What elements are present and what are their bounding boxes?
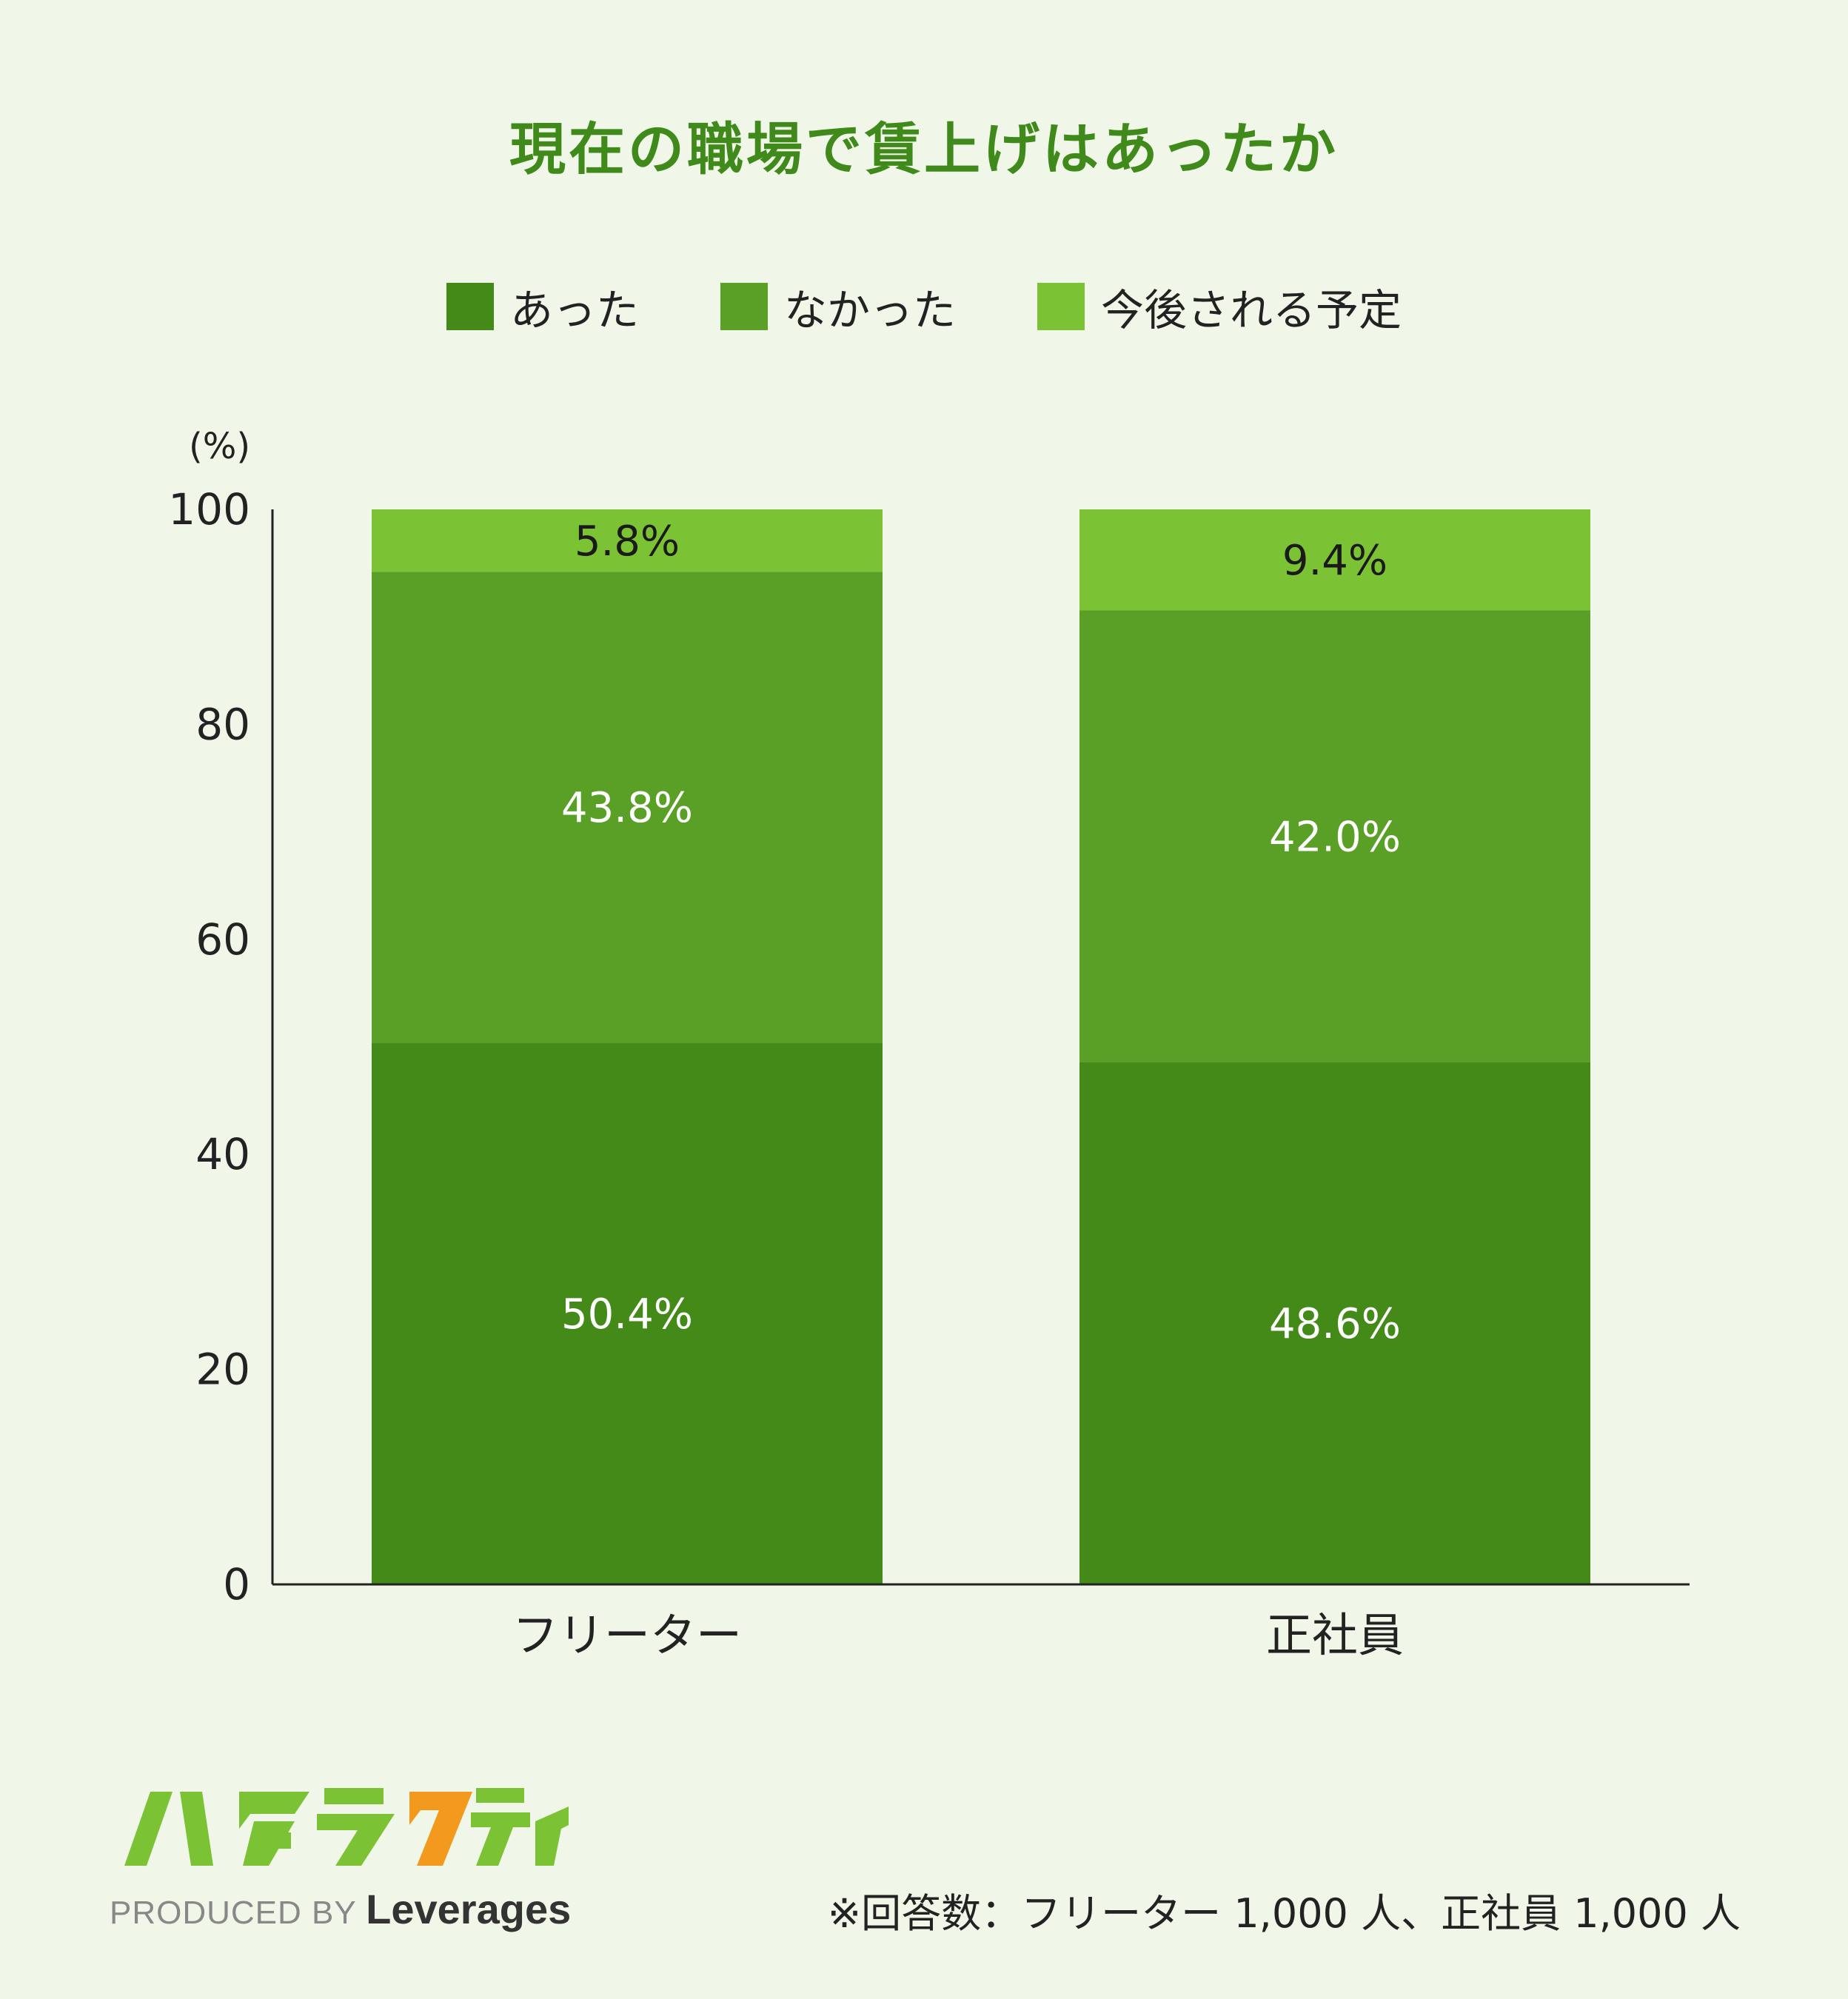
data-label: 42.0% xyxy=(1269,813,1401,861)
data-label: 43.8% xyxy=(561,784,693,832)
y-axis-unit: (%) xyxy=(189,426,251,467)
stacked-bar-chart: 50.4% 43.8% 5.8% 48.6% 42.0% 9.4% フリーター 正社員 0 20… xyxy=(168,484,1690,1662)
bars-group xyxy=(372,509,1590,1584)
y-tick-label: 20 xyxy=(195,1345,250,1395)
legend-label-nakatta: なかった xyxy=(783,285,956,335)
produced-by: PRODUCED BY Leverages xyxy=(110,1885,576,1933)
legend-item-planned: 今後される予定 xyxy=(1037,275,1402,338)
data-label: 5.8% xyxy=(575,518,680,566)
hataractive-wordmark xyxy=(124,1788,569,1866)
sample-size-footnote: ※回答数：フリーター 1,000 人、正社員 1,000 人 xyxy=(827,1890,1741,1937)
legend-label-atta: あった xyxy=(509,285,639,335)
y-tick-label: 100 xyxy=(168,484,250,535)
hataractive-logo: PRODUCED BY Leverages xyxy=(110,1784,576,1933)
bar-segment xyxy=(372,1042,883,1584)
legend-item-nakatta: なかった xyxy=(720,275,956,338)
x-tick-label: フリーター xyxy=(512,1608,742,1662)
chart-title: 現在の職場で賃上げはあったか xyxy=(509,116,1339,182)
data-label: 9.4% xyxy=(1282,537,1387,585)
legend-label-planned: 今後される予定 xyxy=(1101,285,1402,335)
legend-swatch-planned xyxy=(1037,283,1085,330)
bar-segment xyxy=(1079,1062,1590,1584)
data-label: 50.4% xyxy=(561,1290,693,1339)
legend-swatch-atta xyxy=(446,283,494,330)
legend: あった なかった 今後される予定 xyxy=(0,275,1848,338)
bar-segment xyxy=(1079,610,1590,1062)
bar-segment xyxy=(372,509,883,572)
bar-segment xyxy=(1079,509,1590,611)
data-labels-group: 50.4% 43.8% 5.8% 48.6% 42.0% 9.4% xyxy=(561,518,1401,1348)
bar-segment xyxy=(372,572,883,1043)
axes-group: フリーター 正社員 0 20 40 60 80 100 xyxy=(168,484,1690,1662)
produced-by-label: PRODUCED BY xyxy=(110,1895,356,1931)
y-tick-label: 40 xyxy=(195,1129,250,1179)
data-label: 48.6% xyxy=(1269,1300,1401,1348)
y-tick-label: 60 xyxy=(195,914,250,965)
legend-item-atta: あった xyxy=(446,275,639,338)
leverages-brand: Leverages xyxy=(366,1886,572,1932)
y-tick-label: 80 xyxy=(195,699,250,749)
x-tick-label: 正社員 xyxy=(1266,1608,1404,1662)
y-tick-label: 0 xyxy=(223,1559,250,1610)
legend-swatch-nakatta xyxy=(720,283,768,330)
